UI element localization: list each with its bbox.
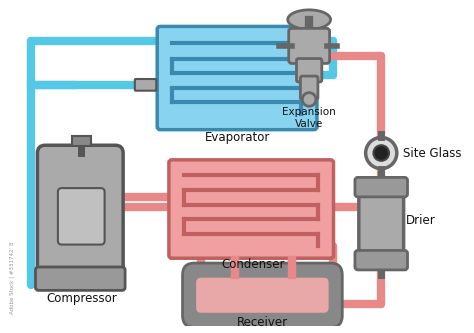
FancyBboxPatch shape bbox=[355, 250, 408, 270]
Text: Evaporator: Evaporator bbox=[204, 131, 270, 144]
Text: Compressor: Compressor bbox=[46, 292, 117, 305]
Text: Condenser: Condenser bbox=[221, 258, 284, 271]
FancyBboxPatch shape bbox=[37, 145, 123, 287]
Circle shape bbox=[374, 145, 389, 161]
FancyBboxPatch shape bbox=[182, 263, 342, 327]
FancyBboxPatch shape bbox=[169, 160, 334, 258]
Text: Adobe Stock | #331742‘ 8: Adobe Stock | #331742‘ 8 bbox=[9, 241, 15, 314]
FancyBboxPatch shape bbox=[58, 188, 105, 244]
FancyBboxPatch shape bbox=[135, 79, 156, 91]
FancyBboxPatch shape bbox=[301, 76, 318, 100]
FancyBboxPatch shape bbox=[196, 278, 328, 313]
FancyBboxPatch shape bbox=[297, 59, 322, 82]
FancyBboxPatch shape bbox=[359, 180, 404, 260]
FancyBboxPatch shape bbox=[157, 26, 317, 130]
FancyBboxPatch shape bbox=[355, 177, 408, 197]
FancyBboxPatch shape bbox=[36, 267, 125, 290]
FancyBboxPatch shape bbox=[289, 28, 329, 63]
Ellipse shape bbox=[288, 10, 330, 29]
Circle shape bbox=[365, 138, 397, 168]
Circle shape bbox=[302, 93, 316, 106]
Bar bbox=[72, 137, 91, 146]
Text: Expansion
Valve: Expansion Valve bbox=[283, 107, 336, 129]
Text: Receiver: Receiver bbox=[237, 316, 288, 329]
Text: Site Glass: Site Glass bbox=[402, 147, 461, 160]
Text: Drier: Drier bbox=[406, 214, 435, 227]
